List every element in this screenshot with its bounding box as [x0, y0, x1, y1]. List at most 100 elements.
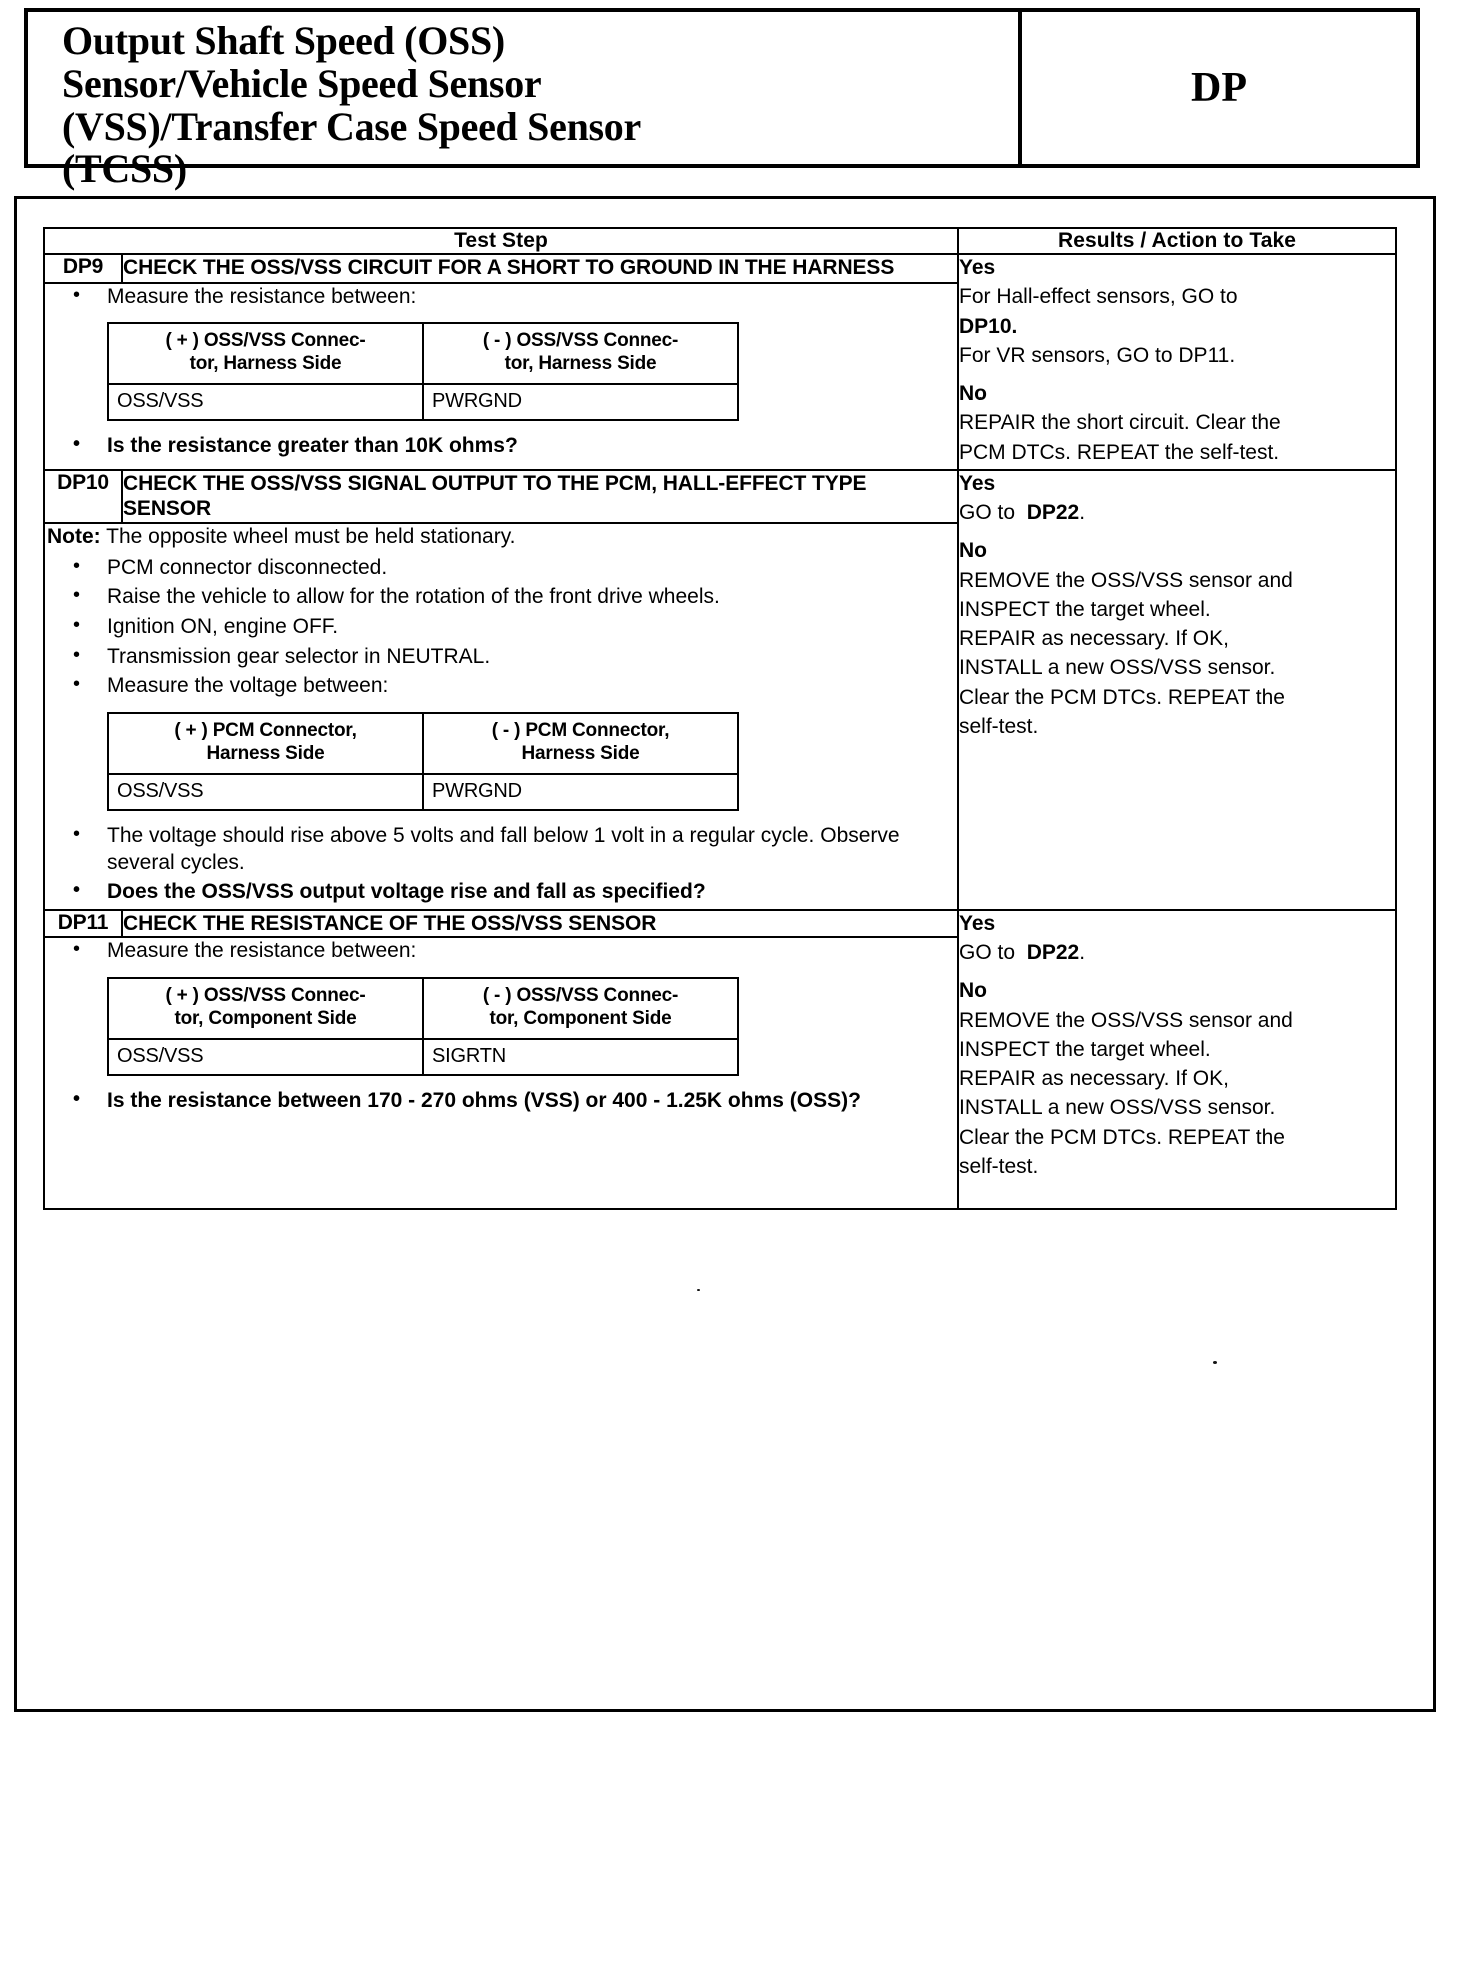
list-item: Ignition ON, engine OFF. [45, 613, 957, 641]
table-row: ( + ) OSS/VSS Connec-tor, Harness Side (… [107, 322, 739, 385]
step-body-row-dp9: Measure the resistance between: ( + ) OS… [43, 281, 1396, 471]
connector-value-positive: OSS/VSS [107, 772, 424, 811]
results-no-line: INSTALL a new OSS/VSS sensor. [959, 1096, 1276, 1120]
bullet-list-after-dp11: Is the resistance between 170 - 270 ohms… [45, 1087, 957, 1115]
list-item: Does the OSS/VSS output voltage rise and… [45, 878, 957, 906]
step-title-row-dp10: DP10 CHECK THE OSS/VSS SIGNAL OUTPUT TO … [43, 468, 1397, 911]
document-title-block: Output Shaft Speed (OSS) Sensor/Vehicle S… [24, 8, 1420, 190]
connector-table-wrap-dp11: ( + ) OSS/VSS Connec-tor, Component Side… [45, 977, 957, 1077]
list-item: PCM connector disconnected. [45, 554, 957, 582]
connector-value-positive: OSS/VSS [107, 382, 424, 422]
list-item: Is the resistance greater than 10K ohms? [45, 432, 957, 460]
step-id-dp10: DP10 [43, 468, 123, 524]
results-no-line: REPAIR as necessary. If OK, [959, 1067, 1229, 1091]
step-body-row-dp11: Measure the resistance between: ( + ) OS… [43, 936, 1396, 1211]
results-no-line: self-test. [959, 714, 1039, 738]
results-no-line: self-test. [959, 1154, 1039, 1178]
connector-header-positive: ( + ) OSS/VSS Connec-tor, Component Side [107, 977, 424, 1040]
list-item: Measure the voltage between: [45, 672, 957, 700]
results-yes-line: For Hall-effect sensors, GO to [959, 285, 1238, 309]
connector-header-negative: ( - ) OSS/VSS Connec-tor, Harness Side [422, 322, 739, 385]
results-no-line: REMOVE the OSS/VSS sensor and [959, 568, 1293, 592]
step-title-dp9: CHECK THE OSS/VSS CIRCUIT FOR A SHORT TO… [121, 253, 959, 284]
step-title-row-dp11: DP11 CHECK THE RESISTANCE OF THE OSS/VSS… [43, 908, 1397, 1211]
table-row: OSS/VSS PWRGND [107, 382, 739, 422]
connector-value-positive: OSS/VSS [107, 1037, 424, 1077]
results-no-line: INSPECT the target wheel. [959, 1037, 1211, 1061]
column-header-results: Results / Action to Take [957, 227, 1397, 255]
results-no-line: REMOVE the OSS/VSS sensor and [959, 1008, 1293, 1032]
bullet-list-before-dp10: PCM connector disconnected. Raise the ve… [45, 554, 957, 700]
results-cell-dp9: Yes For Hall-effect sensors, GO to DP10.… [957, 253, 1397, 471]
results-no-line: PCM DTCs. REPEAT the self-test. [959, 440, 1280, 464]
results-yes-label-dp11: Yes [959, 911, 996, 935]
page-body-frame: Test Step Results / Action to Take DP9 C… [14, 196, 1436, 1712]
scan-speck [1213, 1361, 1217, 1364]
step-title-dp10: CHECK THE OSS/VSS SIGNAL OUTPUT TO THE P… [121, 468, 959, 524]
step-content-dp11: Measure the resistance between: ( + ) OS… [43, 936, 959, 1211]
results-no-line: INSTALL a new OSS/VSS sensor. [959, 656, 1276, 680]
connector-header-positive: ( + ) PCM Connector, Harness Side [107, 711, 424, 775]
results-cell-dp11: Yes GO to DP22. No REMOVE the OSS/VSS se… [957, 908, 1397, 1211]
list-item: The voltage should rise above 5 volts an… [45, 822, 957, 876]
section-code: DP [1191, 65, 1247, 111]
note-label: Note: [47, 524, 101, 548]
title-right-cell: DP [1022, 12, 1416, 164]
results-no-label-dp9: No [959, 382, 987, 405]
connector-table-dp9: ( + ) OSS/VSS Connec-tor, Harness Side (… [107, 322, 739, 422]
column-header-test-step: Test Step [43, 227, 959, 255]
connector-value-negative: PWRGND [422, 772, 739, 811]
list-item: Transmission gear selector in NEUTRAL. [45, 643, 957, 671]
results-cell-dp10: Yes GO to GO to DP22.DP22. No REMOVE the… [957, 468, 1397, 911]
table-row: OSS/VSS SIGRTN [107, 1037, 739, 1077]
bullet-list-before-dp11: Measure the resistance between: [45, 937, 957, 965]
table-row: OSS/VSS PWRGND [107, 772, 739, 811]
list-item: Is the resistance between 170 - 270 ohms… [45, 1087, 957, 1115]
results-no-line: Clear the PCM DTCs. REPEAT the [959, 1125, 1285, 1149]
results-yes-label-dp10: Yes [959, 471, 996, 495]
results-no-line: INSPECT the target wheel. [959, 597, 1211, 621]
note-text: The opposite wheel must be held stationa… [100, 524, 516, 548]
step-content-dp10: Note: The opposite wheel must be held st… [43, 521, 959, 911]
connector-value-negative: SIGRTN [422, 1037, 739, 1077]
results-yes-label-dp9: Yes [959, 256, 996, 279]
note-line-dp10: Note: The opposite wheel must be held st… [45, 524, 957, 551]
results-no-line: REPAIR the short circuit. Clear the [959, 411, 1281, 435]
step-title-row-dp9: DP9 CHECK THE OSS/VSS CIRCUIT FOR A SHOR… [43, 253, 1397, 471]
connector-header-negative: ( - ) PCM Connector, Harness Side [422, 711, 739, 775]
results-no-label-dp10: No [959, 539, 987, 563]
results-yes-line-dp11: GO to DP22. [959, 941, 1086, 965]
bullet-list-before-dp9: Measure the resistance between: [45, 283, 957, 311]
step-id-dp11: DP11 [43, 908, 123, 939]
connector-table-wrap-dp9: ( + ) OSS/VSS Connec-tor, Harness Side (… [45, 322, 957, 422]
results-yes-line-dp10: GO to GO to DP22.DP22. [959, 501, 1086, 524]
table-header-row: Test Step Results / Action to Take [43, 227, 1397, 255]
list-item: Measure the resistance between: [45, 937, 957, 965]
connector-table-dp11: ( + ) OSS/VSS Connec-tor, Component Side… [107, 977, 739, 1077]
results-no-line: REPAIR as necessary. If OK, [959, 627, 1229, 650]
list-item: Measure the resistance between: [45, 283, 957, 311]
page-title: Output Shaft Speed (OSS) Sensor/Vehicle S… [62, 18, 641, 192]
step-body-row-dp10: Note: The opposite wheel must be held st… [43, 521, 1396, 911]
step-content-dp9: Measure the resistance between: ( + ) OS… [43, 281, 959, 471]
connector-header-negative: ( - ) OSS/VSS Connec-tor, Component Side [422, 977, 739, 1040]
table-row: ( + ) OSS/VSS Connec-tor, Component Side… [107, 977, 739, 1040]
table-row: ( + ) PCM Connector, Harness Side ( - ) P… [107, 711, 739, 775]
connector-table-wrap-dp10: ( + ) PCM Connector, Harness Side ( - ) P… [45, 711, 957, 811]
bullet-list-after-dp9: Is the resistance greater than 10K ohms? [45, 432, 957, 460]
step-title-dp11: CHECK THE RESISTANCE OF THE OSS/VSS SENS… [121, 908, 959, 939]
results-yes-line: For VR sensors, GO to DP11. [959, 343, 1236, 367]
step-id-dp9: DP9 [43, 253, 123, 284]
scan-speck [697, 1289, 700, 1291]
results-no-label-dp11: No [959, 979, 987, 1003]
connector-header-positive: ( + ) OSS/VSS Connec-tor, Harness Side [107, 322, 424, 385]
scan-speck [979, 397, 982, 399]
results-yes-target: DP10. [959, 314, 1018, 338]
diagnostic-procedure-table: Test Step Results / Action to Take DP9 C… [43, 227, 1397, 1211]
results-no-line: Clear the PCM DTCs. REPEAT the [959, 685, 1285, 709]
title-left-cell: Output Shaft Speed (OSS) Sensor/Vehicle S… [28, 12, 1022, 190]
bullet-list-after-dp10: The voltage should rise above 5 volts an… [45, 822, 957, 906]
connector-value-negative: PWRGND [422, 382, 739, 422]
connector-table-dp10: ( + ) PCM Connector, Harness Side ( - ) P… [107, 711, 739, 811]
list-item: Raise the vehicle to allow for the rotat… [45, 583, 957, 611]
